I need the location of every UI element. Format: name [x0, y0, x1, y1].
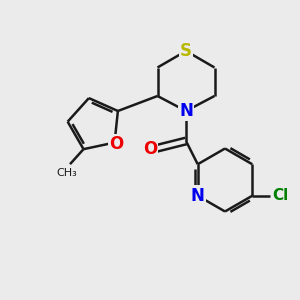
Text: O: O: [109, 135, 123, 153]
Text: O: O: [143, 140, 157, 158]
Text: CH₃: CH₃: [57, 168, 77, 178]
Text: N: N: [179, 102, 193, 120]
Text: S: S: [180, 42, 192, 60]
Text: N: N: [191, 187, 205, 205]
Text: Cl: Cl: [272, 188, 288, 203]
